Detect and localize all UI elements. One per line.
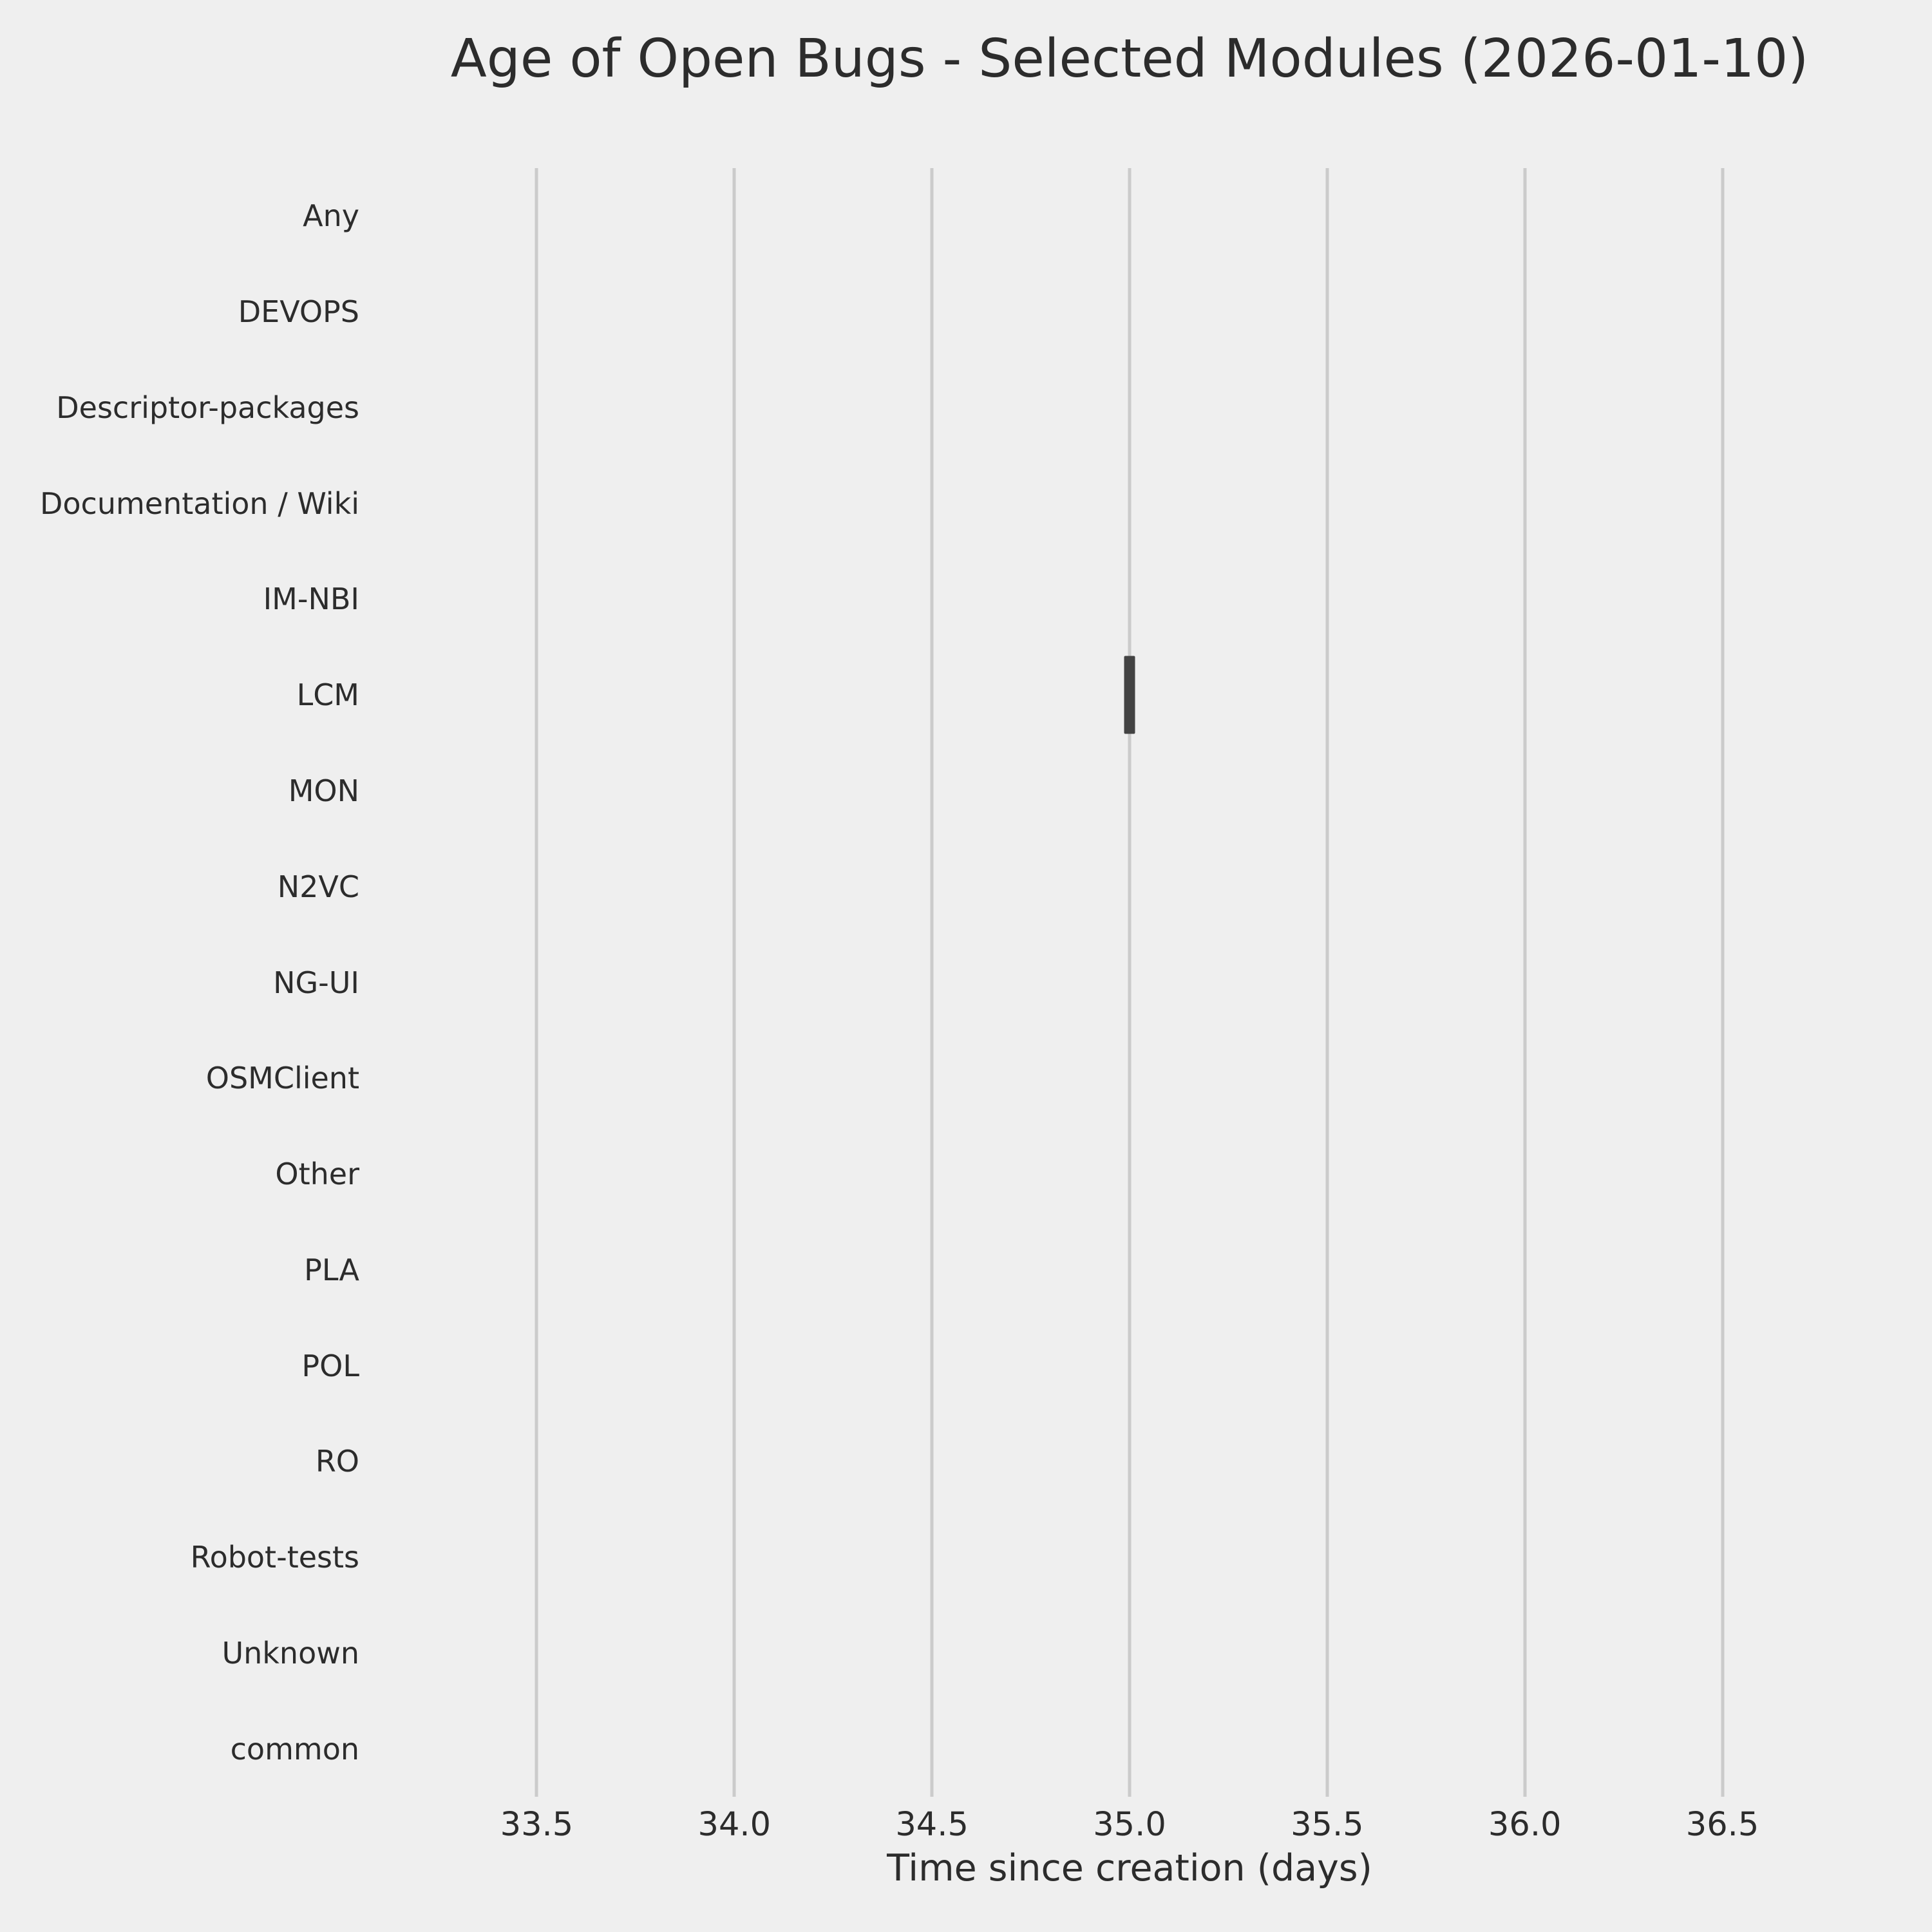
y-axis-label: POL — [301, 1348, 359, 1383]
x-tick-label: 36.5 — [1685, 1806, 1759, 1844]
chart-title: Age of Open Bugs - Selected Modules (202… — [450, 28, 1809, 90]
y-axis-label: Documentation / Wiki — [39, 486, 359, 521]
x-axis-title: Time since creation (days) — [887, 1847, 1372, 1889]
gridline — [535, 168, 538, 1797]
y-axis-label: Any — [303, 198, 359, 234]
y-axis-label: Robot-tests — [190, 1540, 359, 1575]
gridline — [1523, 168, 1527, 1797]
x-tick-label: 34.5 — [895, 1806, 969, 1844]
gridline — [732, 168, 736, 1797]
x-tick-label: 34.0 — [697, 1806, 772, 1844]
y-axis-label: LCM — [296, 677, 359, 713]
y-axis-label: PLA — [304, 1252, 359, 1287]
y-axis-label: RO — [315, 1444, 359, 1479]
plot-area — [438, 168, 1821, 1797]
box-marker — [1124, 656, 1135, 734]
y-axis-label: NG-UI — [273, 965, 359, 1000]
y-axis-label: OSMClient — [205, 1061, 359, 1096]
gridline — [1325, 168, 1329, 1797]
y-axis-label: N2VC — [277, 869, 359, 904]
y-axis-label: Descriptor-packages — [56, 390, 359, 425]
gridline — [930, 168, 934, 1797]
y-axis-label: IM-NBI — [263, 582, 359, 617]
y-axis-label: Unknown — [222, 1635, 359, 1671]
x-tick-label: 35.5 — [1291, 1806, 1364, 1844]
y-axis-label: MON — [288, 773, 359, 808]
y-axis-label: DEVOPS — [238, 294, 359, 330]
y-axis-label: common — [230, 1731, 359, 1766]
x-tick-label: 33.5 — [500, 1806, 574, 1844]
y-axis-labels: Any DEVOPS Descriptor-packages Documentatio… — [0, 168, 359, 1797]
gridline — [1721, 168, 1725, 1797]
y-axis-label: Other — [275, 1157, 359, 1192]
gridline — [1128, 168, 1132, 1797]
x-axis-ticks: 33.5 34.0 34.5 35.0 35.5 36.0 36.5 — [438, 1806, 1821, 1847]
x-tick-label: 35.0 — [1093, 1806, 1166, 1844]
x-tick-label: 36.0 — [1488, 1806, 1562, 1844]
